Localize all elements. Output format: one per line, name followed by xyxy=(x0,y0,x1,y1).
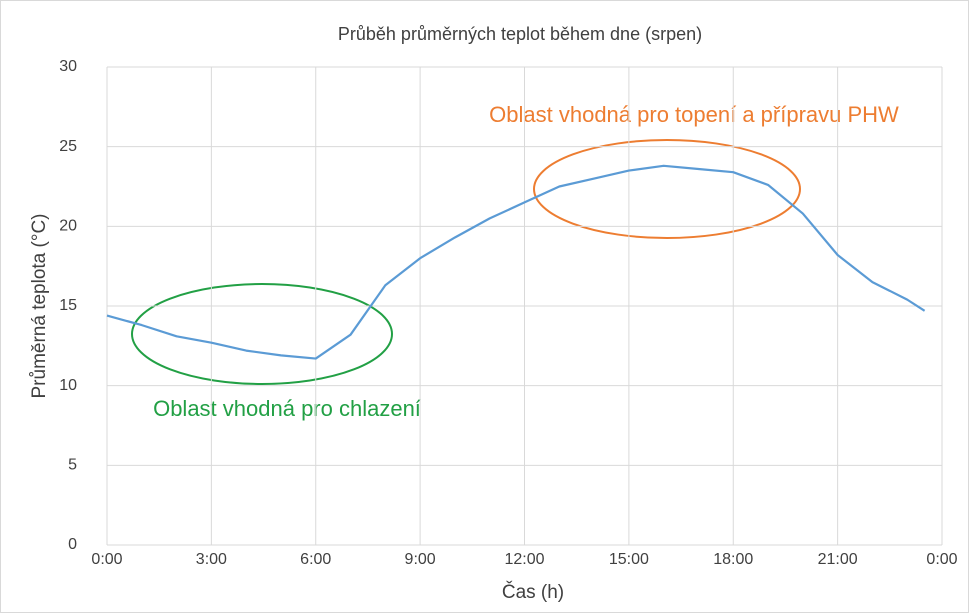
x-tick-label: 3:00 xyxy=(196,551,227,568)
x-tick-label: 21:00 xyxy=(818,551,858,568)
y-tick-label: 5 xyxy=(68,457,77,474)
x-tick-label: 0:00 xyxy=(926,551,957,568)
x-tick-label: 15:00 xyxy=(609,551,649,568)
x-tick-label: 12:00 xyxy=(504,551,544,568)
heating-region xyxy=(533,139,801,239)
x-tick-label: 6:00 xyxy=(300,551,331,568)
annotation: Oblast vhodná pro chlazení xyxy=(153,396,421,421)
y-tick-label: 30 xyxy=(59,58,77,75)
x-axis-label: Čas (h) xyxy=(502,581,564,603)
x-tick-label: 18:00 xyxy=(713,551,753,568)
chart-title: Průběh průměrných teplot během dne (srpe… xyxy=(338,24,702,44)
annotation: Oblast vhodná pro topení a přípravu PHW xyxy=(489,102,899,127)
y-tick-label: 0 xyxy=(68,536,77,553)
data-line xyxy=(106,164,926,360)
cooling-region xyxy=(131,283,393,385)
x-tick-label: 0:00 xyxy=(91,551,122,568)
y-tick-label: 25 xyxy=(59,138,77,155)
x-tick-label: 9:00 xyxy=(405,551,436,568)
y-axis-label: Průměrná teplota (°C) xyxy=(29,214,50,399)
y-tick-label: 10 xyxy=(59,377,77,394)
y-tick-label: 15 xyxy=(59,297,77,314)
y-tick-label: 20 xyxy=(59,218,77,235)
